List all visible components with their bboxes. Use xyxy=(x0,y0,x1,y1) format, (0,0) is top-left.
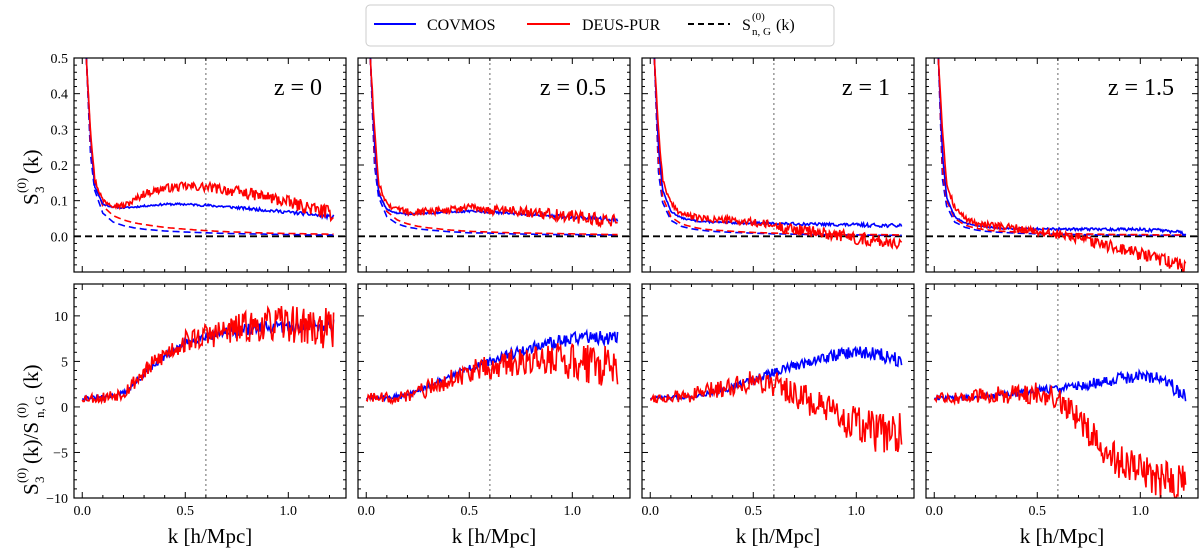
plot-area-top-1 xyxy=(358,58,630,272)
svg-text:3: 3 xyxy=(32,187,47,194)
panel-2: z = 1 0.0 0.5 1.0 k [h/Mpc] xyxy=(641,57,915,548)
y-tick-label: 0.4 xyxy=(51,88,69,103)
redshift-label-2: z = 1 xyxy=(842,75,890,101)
plot-area-bottom-2 xyxy=(650,284,903,498)
x-tick-label: 0.5 xyxy=(745,504,763,519)
plot-area-bottom-1 xyxy=(365,284,619,498)
legend-frame xyxy=(365,4,835,47)
x-tick-label: 0.5 xyxy=(461,504,479,519)
plot-area-top-2 xyxy=(642,58,914,272)
x-tick-label: 0.0 xyxy=(925,504,943,519)
ylabel-bottom: S 3 (0) (k)/S n, G (0) (k) xyxy=(14,365,47,496)
covmos-gauss-curve-0 xyxy=(85,58,334,236)
axes-frame-bottom-1 xyxy=(357,283,631,499)
axes-frame-bottom-2 xyxy=(641,283,915,499)
x-axis-label: k [h/Mpc] xyxy=(452,524,537,548)
x-tick-label: 1.0 xyxy=(848,504,866,519)
deus-curve-top-3 xyxy=(937,59,1187,272)
x-tick-label: 0.0 xyxy=(73,504,91,519)
y-tick-label: 0 xyxy=(61,401,68,416)
y-tick-label: 0.2 xyxy=(51,159,69,174)
deus-curve-bottom-2 xyxy=(650,371,903,453)
x-tick-label: 0.5 xyxy=(1029,504,1047,519)
deus-curve-top-0 xyxy=(85,59,334,223)
svg-text:(k): (k) xyxy=(19,150,43,175)
svg-text:3: 3 xyxy=(32,477,47,484)
y-tick-label: 5 xyxy=(61,355,68,370)
panel-0: 0.0 0.1 0.2 0.3 0.4 0.5 z = 0 0.0 0.5 1.0 k [h/Mpc… xyxy=(46,52,347,548)
x-axis-label: k [h/Mpc] xyxy=(1020,524,1105,548)
plot-area-bottom-3 xyxy=(933,284,1187,498)
y-tick-label: −5 xyxy=(53,446,68,461)
y-tick-label: 10 xyxy=(54,310,68,325)
covmos-curve-top-0 xyxy=(85,58,335,221)
deus-curve-bottom-1 xyxy=(365,342,619,406)
ylabel-top: S 3 (0) (k) xyxy=(14,150,47,206)
panel-1: z = 0.5 0.0 0.5 1.0 k [h/Mpc] xyxy=(357,57,631,548)
svg-text:(k): (k) xyxy=(776,17,795,34)
y-tick-label: 0.1 xyxy=(51,195,69,210)
covmos-curve-bottom-3 xyxy=(933,368,1187,403)
plot-area-top-0 xyxy=(74,58,346,272)
covmos-curve-bottom-2 xyxy=(650,345,903,402)
x-tick-label: 1.0 xyxy=(1132,504,1150,519)
y-tick-label: 0.5 xyxy=(51,52,69,67)
x-tick-label: 0.0 xyxy=(641,504,659,519)
deus-gauss-curve-1 xyxy=(369,58,618,236)
deus-curve-top-1 xyxy=(369,59,618,229)
axes-frame-bottom-3 xyxy=(925,283,1199,499)
deus-gauss-curve-0 xyxy=(85,58,334,235)
redshift-label-0: z = 0 xyxy=(274,75,322,101)
panels: 0.0 0.1 0.2 0.3 0.4 0.5 z = 0 0.0 0.5 1.0 k [h/Mpc… xyxy=(46,52,1199,548)
covmos-curve-top-2 xyxy=(653,58,903,229)
svg-text:(0): (0) xyxy=(14,178,29,193)
legend: COVMOS DEUS-PUR S n, G (0) (k) xyxy=(365,4,835,47)
legend-label-covmos: COVMOS xyxy=(427,17,495,34)
svg-text:S: S xyxy=(19,483,43,495)
deus-gauss-curve-2 xyxy=(653,58,902,236)
svg-text:(0): (0) xyxy=(14,468,29,483)
svg-text:n, G: n, G xyxy=(752,26,771,38)
svg-text:S: S xyxy=(19,193,43,205)
covmos-gauss-curve-1 xyxy=(369,58,618,236)
x-tick-label: 1.0 xyxy=(280,504,298,519)
panel-3: z = 1.5 0.0 0.5 1.0 k [h/Mpc] xyxy=(925,57,1199,548)
x-axis-label: k [h/Mpc] xyxy=(736,524,821,548)
y-tick-label: −10 xyxy=(46,492,68,507)
redshift-label-1: z = 0.5 xyxy=(540,75,606,101)
legend-label-gauss: S n, G (0) (k) xyxy=(742,11,795,38)
svg-text:(k): (k) xyxy=(19,365,43,390)
x-tick-label: 0.5 xyxy=(177,504,195,519)
x-tick-label: 0.0 xyxy=(357,504,375,519)
covmos-curve-top-3 xyxy=(937,58,1187,237)
plot-area-top-3 xyxy=(926,58,1198,272)
svg-text:S: S xyxy=(742,17,751,34)
deus-gauss-curve-3 xyxy=(937,58,1186,236)
y-tick-label: 0.3 xyxy=(51,123,69,138)
x-tick-label: 1.0 xyxy=(564,504,582,519)
plot-area-bottom-0 xyxy=(81,284,335,498)
svg-text:(k)/S: (k)/S xyxy=(19,422,43,464)
svg-text:(0): (0) xyxy=(752,11,765,23)
deus-curve-bottom-3 xyxy=(933,382,1187,498)
redshift-label-3: z = 1.5 xyxy=(1108,75,1174,101)
legend-label-deus: DEUS-PUR xyxy=(582,17,661,34)
deus-curve-top-2 xyxy=(653,59,903,250)
svg-text:n, G: n, G xyxy=(32,396,47,418)
deus-curve-bottom-0 xyxy=(81,304,335,405)
y-tick-label: 0.0 xyxy=(51,230,69,245)
svg-text:(0): (0) xyxy=(14,403,29,418)
axes-frame-bottom-0 xyxy=(73,283,347,499)
x-axis-label: k [h/Mpc] xyxy=(168,524,253,548)
